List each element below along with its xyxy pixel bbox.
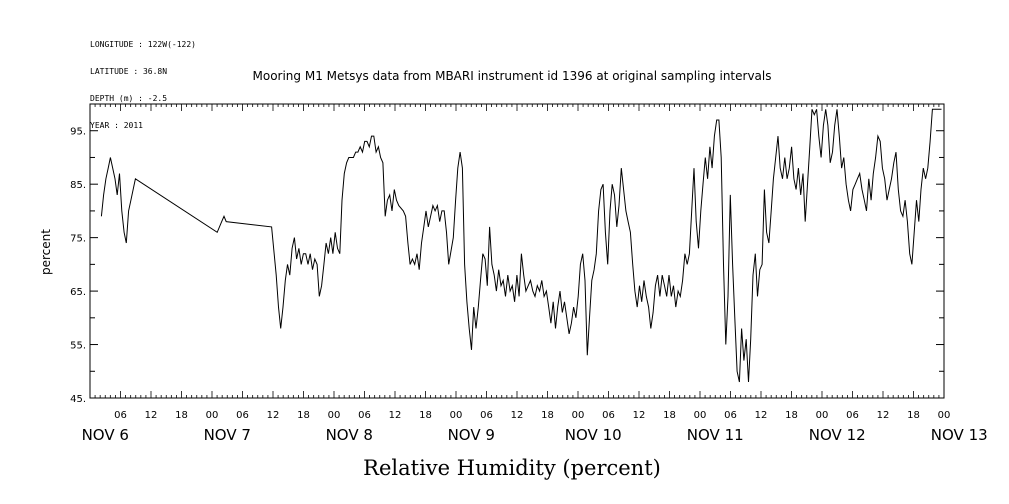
day-label: NOV 11 — [687, 426, 744, 444]
x-tick-label: 00 — [938, 410, 951, 421]
day-label: NOV 8 — [326, 426, 373, 444]
x-tick-label: 06 — [358, 410, 371, 421]
x-tick-label: 18 — [297, 410, 310, 421]
x-tick-label: 06 — [236, 410, 249, 421]
longitude-text: LONGITUDE : 122W(-122) — [90, 40, 196, 49]
humidity-series-line — [100, 108, 942, 383]
x-tick-label: 00 — [694, 410, 707, 421]
day-label: NOV 9 — [448, 426, 495, 444]
y-tick-label: 45. — [70, 394, 86, 405]
x-tick-label: 18 — [785, 410, 798, 421]
day-label: NOV 12 — [809, 426, 866, 444]
x-tick-label: 00 — [572, 410, 585, 421]
day-label: NOV 6 — [82, 426, 129, 444]
y-tick-label: 85. — [70, 180, 86, 191]
x-tick-label: 00 — [816, 410, 829, 421]
y-tick-label: 75. — [70, 234, 86, 245]
day-label: NOV 13 — [931, 426, 988, 444]
day-labels: NOV 6 NOV 7 NOV 8 NOV 9 NOV 10 NOV 11 NOV 12 NO… — [82, 426, 988, 444]
x-tick-label: 06 — [114, 410, 127, 421]
y-tick-label: 95. — [70, 127, 86, 138]
y-axis-tick-labels: 45. 55. 65. 75. 85. 95. — [70, 127, 86, 405]
y-axis-ticks — [90, 103, 944, 399]
x-tick-label: 06 — [724, 410, 737, 421]
plot-frame — [89, 103, 945, 399]
x-tick-label: 00 — [206, 410, 219, 421]
x-tick-label: 12 — [755, 410, 768, 421]
x-tick-label: 18 — [419, 410, 432, 421]
x-tick-label: 12 — [389, 410, 402, 421]
x-tick-label: 18 — [541, 410, 554, 421]
x-tick-label: 12 — [267, 410, 280, 421]
y-axis-label: percent — [39, 229, 53, 275]
x-axis-ticks — [89, 104, 945, 398]
mooring-metadata: LONGITUDE : 122W(-122) LATITUDE : 36.8N … — [90, 22, 196, 139]
x-tick-label: 12 — [633, 410, 646, 421]
day-label: NOV 10 — [565, 426, 622, 444]
x-tick-label: 12 — [511, 410, 524, 421]
x-axis-label: Relative Humidity (percent) — [363, 456, 661, 480]
x-tick-label: 06 — [480, 410, 493, 421]
depth-text: DEPTH (m) : -2.5 — [90, 94, 168, 103]
y-tick-label: 55. — [70, 341, 86, 352]
x-tick-label: 12 — [145, 410, 158, 421]
chart-title: Mooring M1 Metsys data from MBARI instru… — [253, 69, 772, 83]
x-tick-label: 00 — [450, 410, 463, 421]
x-tick-label: 12 — [877, 410, 890, 421]
latitude-text: LATITUDE : 36.8N — [90, 67, 168, 76]
x-tick-label: 18 — [907, 410, 920, 421]
x-tick-label: 00 — [328, 410, 341, 421]
x-tick-label: 06 — [846, 410, 859, 421]
x-tick-label: 18 — [663, 410, 676, 421]
x-axis-tick-labels: 06 12 18 00 06 12 18 00 06 12 18 00 06 12 18 00 06 12 18 00… — [114, 410, 950, 421]
year-text: YEAR : 2011 — [90, 121, 143, 130]
x-tick-label: 18 — [175, 410, 188, 421]
y-tick-label: 65. — [70, 287, 86, 298]
plot-border — [89, 103, 945, 399]
x-tick-label: 06 — [602, 410, 615, 421]
day-label: NOV 7 — [204, 426, 251, 444]
